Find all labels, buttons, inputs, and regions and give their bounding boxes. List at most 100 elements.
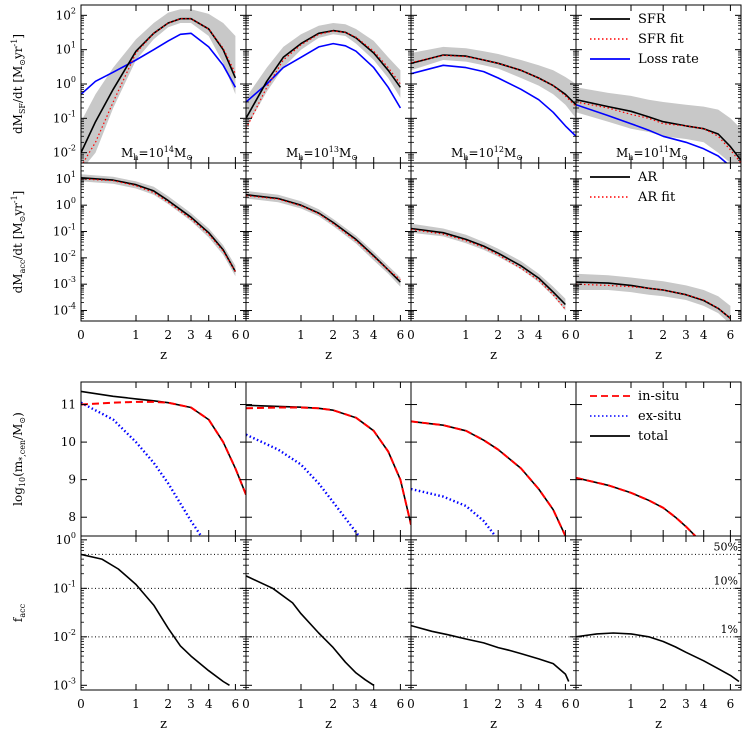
y-tick-label: 10-2 [53,144,76,160]
x-tick-label: 6 [562,697,570,711]
scatter-band [411,46,576,119]
x-tick-label: 3 [352,328,360,342]
x-tick-label: 6 [727,328,735,342]
x-axis-label: z [325,348,332,363]
panel-frame [410,162,577,322]
in-situ-line [246,406,411,525]
panel-mass-2 [245,381,412,537]
panel-frame [245,162,412,322]
scatter-band [576,87,741,163]
loss-rate-line [576,103,728,163]
y-tick-label: 9 [68,473,76,487]
legend-label: SFR fit [638,32,685,47]
scatter-band [576,273,731,321]
x-tick-label: 4 [700,328,708,342]
y-tick-label: 10-3 [53,275,76,291]
row-sfr: Mh=1014M⊙ Mh=1013M⊙ Mh=1012M⊙ Mh=1011M⊙ 10-2… [10,4,742,164]
panel-frame [80,381,247,537]
halo-mass-label: Mh=1013M⊙ [286,145,358,162]
sfr-fit-line [576,101,741,163]
total-line [246,404,411,525]
y-tick-label: 102 [56,6,76,22]
ex-situ-line [81,401,203,536]
x-tick-label: 6 [232,697,240,711]
y-tick-label: 101 [56,170,76,186]
ar-line [81,177,237,272]
scatter-band [246,23,401,129]
ar-fit-line [246,195,401,281]
panel-frame [575,381,742,537]
legend-label: ex-situ [638,409,682,424]
x-tick-label: 4 [370,697,378,711]
x-tick-label: 4 [370,328,378,342]
scatter-band [246,190,401,287]
panel-frame [575,535,742,691]
facc-line [411,624,570,682]
ex-situ-line [576,562,695,622]
x-axis-label: z [160,348,167,363]
x-tick-label: 2 [494,697,502,711]
facc-line [576,632,740,683]
x-tick-label: 0 [242,328,250,342]
facc-line [246,575,375,686]
y-tick-label: 100 [56,196,76,212]
x-axis-label: z [655,348,662,363]
legend-sfr: SFR SFR fit Loss rate [590,12,699,67]
y-axis-label: facc [11,603,27,622]
panel-acc-1 [80,162,247,322]
loss-rate-line [246,42,402,109]
x-tick-label: 0 [242,697,250,711]
row-mass: 8 9 10 11 log10(m*,cen/M⊙) in-situ ex-situ tota… [11,381,742,622]
x-tick-label: 2 [164,328,172,342]
x-axis-label: z [325,717,332,732]
x-tick-label: 4 [205,697,213,711]
x-tick-label: 2 [659,328,667,342]
panel-facc-2 [245,535,412,691]
y-axis-label: dMSF/dt [M⊙yr-1] [10,34,27,134]
reference-label: 1% [721,623,738,636]
halo-mass-label: Mh=1012M⊙ [451,145,523,162]
x-tick-label: 3 [517,328,525,342]
x-tick-label: 1 [297,697,305,711]
y-tick-label: 10-2 [53,249,76,265]
y-tick-label: 10-1 [53,223,76,239]
reference-label: 10% [714,574,738,587]
x-tick-label: 1 [627,328,635,342]
legend-mass: in-situ ex-situ total [590,389,682,444]
x-tick-label: 4 [700,697,708,711]
y-axis-label: dMacc/dt [M⊙yr-1] [10,191,27,294]
scatter-band [81,9,236,163]
panel-facc-4: 50% 10% 1% [575,535,742,691]
x-tick-label: 1 [627,697,635,711]
y-tick-label: 10 [61,435,76,449]
ar-line [246,193,401,283]
x-axis-label: z [160,717,167,732]
x-tick-label: 2 [329,697,337,711]
legend-label: Loss rate [638,52,699,67]
ar-fit-line [411,228,566,310]
legend-label: SFR [638,12,667,27]
x-tick-label: 4 [205,328,213,342]
x-tick-label: 3 [352,697,360,711]
x-tick-label: 3 [517,697,525,711]
legend-label: in-situ [638,389,679,404]
x-tick-label: 0 [407,697,415,711]
y-tick-label: 100 [56,531,76,547]
x-tick-label: 6 [397,328,405,342]
reference-label: 50% [714,540,738,553]
x-tick-label: 4 [535,697,543,711]
x-tick-label: 0 [572,697,580,711]
x-tick-label: 0 [77,328,85,342]
legend-label: total [638,429,668,444]
x-tick-label: 1 [297,328,305,342]
panel-acc-3 [410,162,577,322]
in-situ-line [576,476,697,536]
halo-mass-label: Mh=1014M⊙ [121,145,193,162]
x-tick-label: 4 [535,328,543,342]
y-tick-label: 10-4 [53,302,76,318]
panel-sfr-4: Mh=1011M⊙ [575,4,742,164]
x-axis-label: z [655,717,662,732]
x-tick-label: 1 [132,328,140,342]
total-line [81,390,246,495]
